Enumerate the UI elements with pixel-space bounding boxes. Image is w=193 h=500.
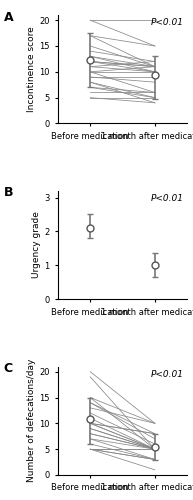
Text: P<0.01: P<0.01 [150, 194, 183, 203]
Y-axis label: Urgency grade: Urgency grade [32, 212, 41, 278]
Text: P<0.01: P<0.01 [150, 18, 183, 28]
Text: B: B [4, 186, 13, 200]
Text: P<0.01: P<0.01 [150, 370, 183, 379]
Text: C: C [4, 362, 13, 375]
Text: A: A [4, 10, 13, 24]
Y-axis label: Incontinence score: Incontinence score [27, 26, 36, 112]
Y-axis label: Number of defecations/day: Number of defecations/day [27, 359, 36, 482]
